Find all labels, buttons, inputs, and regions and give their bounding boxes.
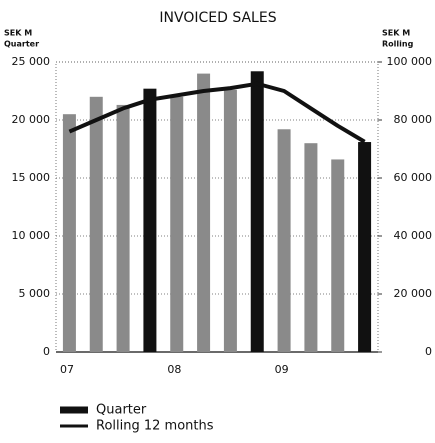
legend-label: Rolling 12 months xyxy=(96,419,214,434)
y-tick-label: 10 000 xyxy=(12,229,51,242)
y-tick-label: 15 000 xyxy=(12,171,51,184)
bar xyxy=(89,96,103,352)
y-axis-title: SEK M xyxy=(4,29,32,38)
y2-axis-title: SEK M xyxy=(382,29,410,38)
y2-tick-label: 20 000 xyxy=(394,287,433,300)
x-tick-label: 09 xyxy=(275,363,289,376)
y2-tick-label: 40 000 xyxy=(394,229,433,242)
y2-tick-label: 80 000 xyxy=(394,113,433,126)
bar xyxy=(277,129,291,352)
x-tick-label: 08 xyxy=(167,363,181,376)
bar xyxy=(62,114,76,352)
bar xyxy=(250,71,264,352)
y2-axis-title: Rolling xyxy=(382,40,414,49)
bar xyxy=(197,73,211,352)
bar xyxy=(358,142,372,352)
legend-label: Quarter xyxy=(96,403,147,418)
bar xyxy=(304,143,318,352)
x-tick-label: 07 xyxy=(60,363,74,376)
y2-tick-label: 100 000 xyxy=(387,55,433,68)
bar xyxy=(116,104,130,352)
bar xyxy=(331,159,345,352)
y-tick-label: 5 000 xyxy=(19,287,51,300)
plot-frame xyxy=(55,61,379,353)
bar xyxy=(143,88,157,353)
y-tick-label: 0 xyxy=(43,345,50,358)
line xyxy=(68,81,366,144)
bar xyxy=(170,96,184,352)
bar xyxy=(223,89,237,352)
y-axis-title: Quarter xyxy=(4,40,39,49)
y2-tick-label: 0 xyxy=(425,345,432,358)
y-tick-label: 25 000 xyxy=(12,55,51,68)
y2-tick-label: 60 000 xyxy=(394,171,433,184)
legend-swatch xyxy=(60,406,88,414)
y-tick-label: 20 000 xyxy=(12,113,51,126)
chart-title: INVOICED SALES xyxy=(159,10,276,26)
